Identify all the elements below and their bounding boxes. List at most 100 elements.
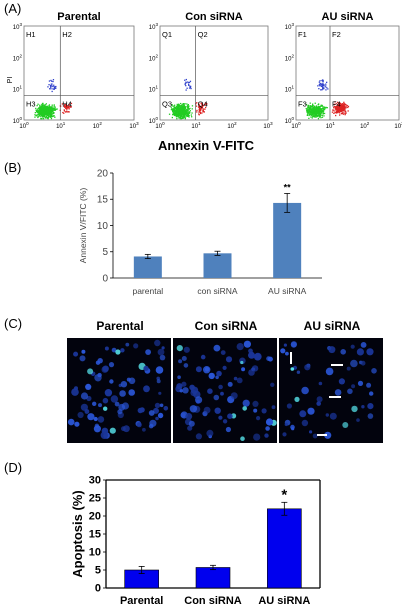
viable-cell-dot [182, 114, 184, 116]
viable-cell-dot [39, 115, 41, 117]
viable-cell-dot [37, 108, 39, 110]
viable-cell-dot [42, 110, 44, 112]
nucleus [143, 365, 149, 371]
viable-cell-dot [311, 110, 314, 112]
nucleus [158, 391, 162, 395]
apoptotic-cell-dot [333, 105, 336, 107]
viable-cell-dot [174, 107, 176, 109]
quadrant-label: H3 [26, 100, 36, 109]
viable-cell-dot [323, 112, 326, 115]
apoptotic-cell-dot [339, 109, 341, 111]
dead-cell-dot [52, 88, 54, 90]
viable-cell-dot [39, 110, 41, 112]
viable-cell-dot [309, 112, 311, 114]
apoptotic-cell-dot [339, 110, 341, 112]
viable-cell-dot [309, 105, 311, 107]
nucleus [328, 346, 336, 354]
x-tick-exponent: 3 [270, 121, 273, 126]
viable-cell-dot [179, 117, 181, 119]
nucleus [128, 389, 135, 396]
dead-cell-dot [51, 85, 53, 87]
viable-cell-dot [44, 114, 46, 116]
apoptotic-cell-dot [337, 110, 339, 112]
viable-cell-dot [49, 108, 51, 110]
viable-cell-dot [182, 112, 184, 114]
nucleus [270, 382, 275, 387]
viable-cell-dot [179, 110, 181, 112]
viable-cell-dot [46, 114, 49, 116]
dead-cell-dot [327, 88, 329, 90]
viable-cell-dot [43, 113, 45, 115]
apoptotic-cell-dot [338, 112, 340, 114]
apoptotic-cell-dot [68, 111, 70, 113]
viable-cell-dot [181, 112, 183, 114]
nucleus [230, 392, 238, 400]
y-tick-exponent: 2 [155, 53, 158, 58]
nucleus [290, 341, 297, 348]
viable-cell-dot [43, 110, 45, 112]
y-tick-label: 100 [285, 116, 295, 125]
viable-cell-dot [322, 109, 324, 111]
nucleus [369, 391, 374, 396]
apoptotic-cell-dot [203, 111, 205, 113]
dead-cell-dot [50, 79, 52, 82]
nucleus [241, 367, 246, 372]
y-tick-label: 15 [89, 529, 101, 541]
nucleus [188, 420, 195, 427]
viable-cell-dot [49, 116, 52, 118]
viable-cell-dot [175, 116, 178, 118]
viable-cell-dot [187, 108, 190, 110]
viable-cell-dot [315, 106, 318, 108]
apoptosis-bar-chart: 0 5 10 15 20 25 30 Parental Con siRNA AU siRNA * Ap… [70, 475, 321, 607]
apoptotic-cell-dot [198, 111, 200, 113]
nucleus [218, 384, 223, 390]
dead-cell-dot [190, 85, 192, 88]
viable-cell-dot [40, 116, 42, 118]
apoptotic-cell-dot [68, 103, 71, 106]
y-tick-exponent: 0 [19, 116, 22, 121]
viable-cell-dot [322, 105, 324, 108]
nucleus [190, 389, 197, 397]
nucleus [177, 375, 181, 379]
viable-cell-dot [316, 108, 319, 110]
nucleus [79, 355, 86, 362]
nucleus [80, 403, 88, 411]
viable-cell-dot [188, 112, 191, 114]
apoptotic-cell-dot [199, 110, 202, 112]
viable-cell-dot [46, 117, 48, 119]
viable-cell-dot [316, 115, 318, 117]
viable-cell-dot [320, 117, 322, 119]
nucleus [264, 433, 269, 438]
viable-cell-dot [323, 110, 325, 112]
viable-cell-dot [50, 110, 52, 113]
nucleus [102, 397, 109, 404]
apoptotic-cell-dot [201, 105, 203, 107]
viable-cell-dot [183, 112, 185, 114]
panel-label-d: (D) [4, 460, 23, 475]
viable-cell-dot [51, 113, 53, 115]
nucleus [98, 403, 102, 408]
nucleus [207, 388, 213, 394]
viable-cell-dot [317, 104, 319, 106]
viable-cell-dot [54, 106, 56, 108]
nucleus [161, 346, 165, 350]
nucleus [242, 399, 250, 407]
x-tick-exponent: 2 [234, 121, 237, 126]
viable-cell-dot [187, 115, 189, 117]
viable-cell-dot [186, 105, 188, 108]
viable-cell-dot [174, 112, 177, 114]
viable-cell-dot [177, 105, 179, 107]
dot-cloud [305, 79, 350, 120]
nucleus [103, 406, 108, 411]
viable-cell-dot [46, 107, 48, 110]
apoptotic-cell-dot [336, 105, 338, 107]
nucleus [220, 391, 224, 396]
viable-cell-dot [317, 107, 319, 109]
viable-cell-dot [168, 113, 171, 115]
viable-cell-dot [191, 112, 193, 114]
nucleus [236, 377, 243, 384]
dead-cell-dot [322, 86, 324, 88]
apoptotic-cell-dot [205, 103, 207, 105]
nucleus [248, 351, 255, 359]
viable-cell-dot [173, 106, 175, 109]
